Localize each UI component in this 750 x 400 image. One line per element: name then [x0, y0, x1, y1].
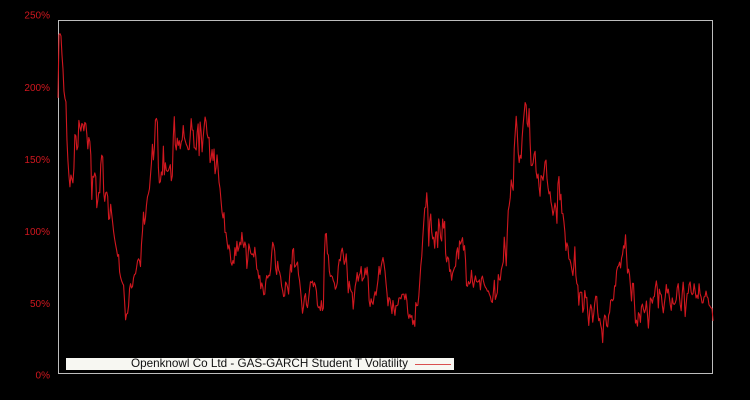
- svg-text:150%: 150%: [24, 155, 50, 166]
- svg-text:50%: 50%: [30, 299, 50, 310]
- svg-text:100%: 100%: [24, 227, 50, 238]
- svg-text:0%: 0%: [36, 371, 51, 382]
- svg-text:250%: 250%: [24, 11, 50, 22]
- svg-text:200%: 200%: [24, 83, 50, 94]
